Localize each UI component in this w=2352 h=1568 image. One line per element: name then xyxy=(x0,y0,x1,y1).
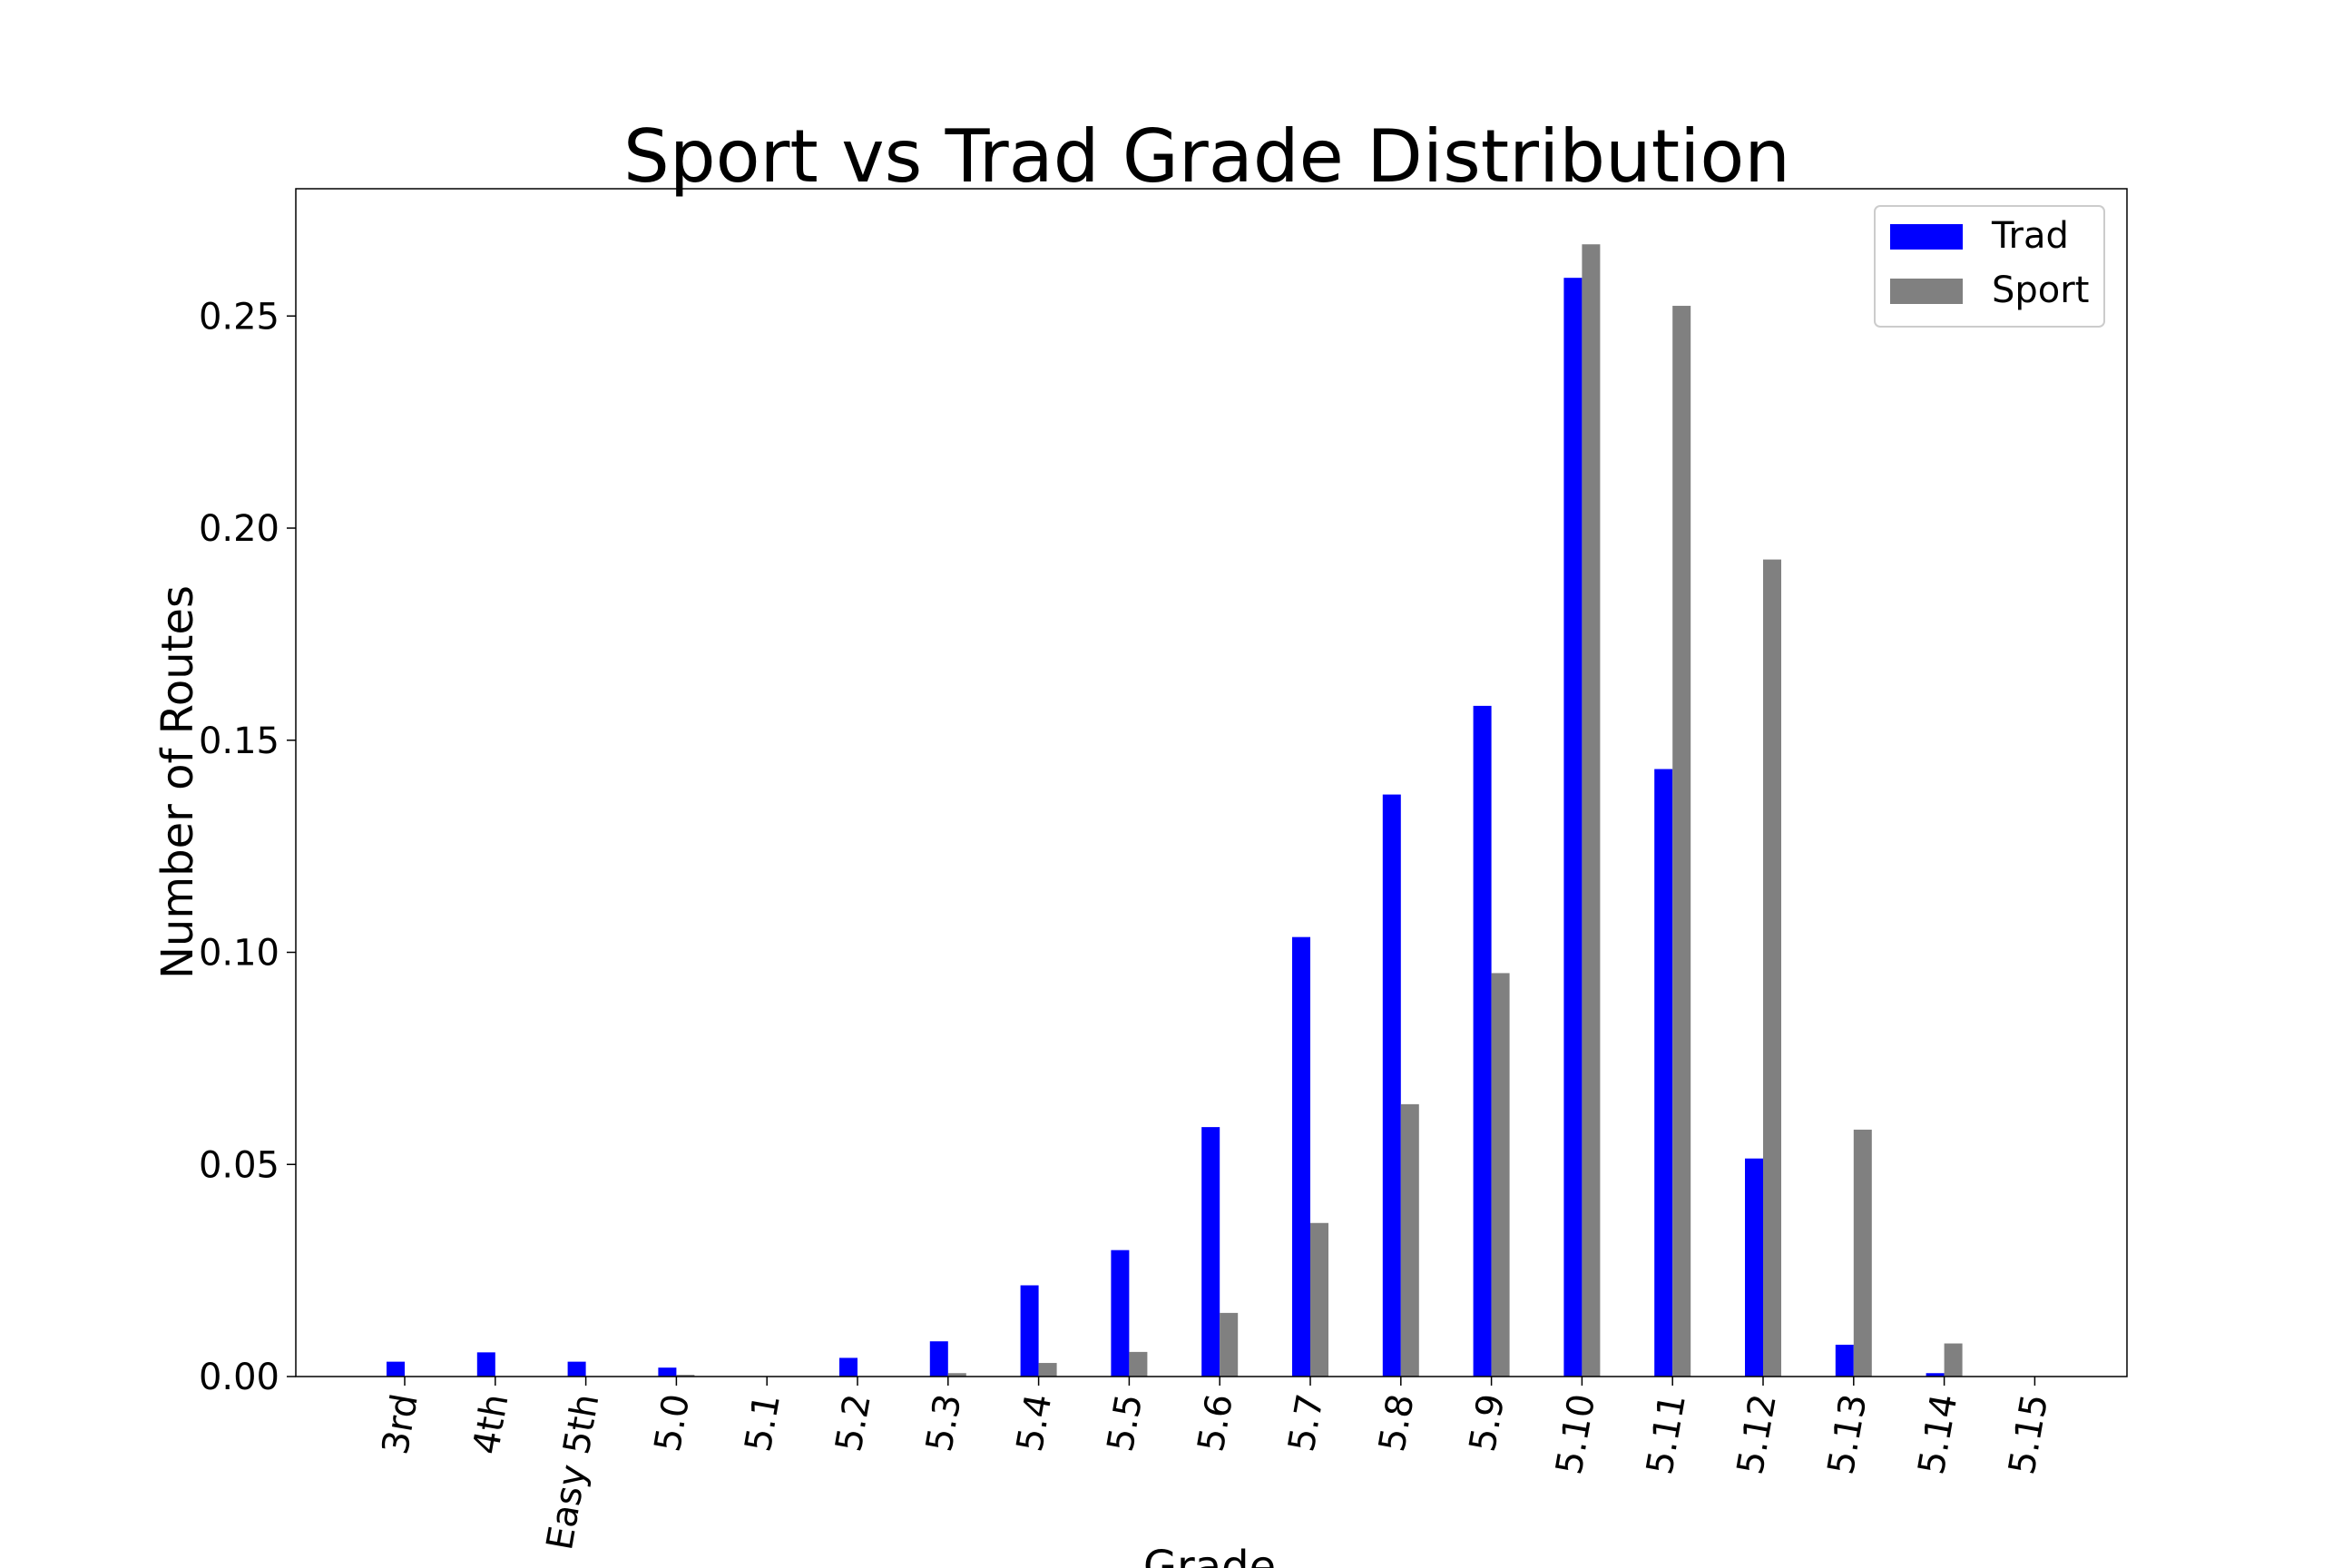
x-tick-label: 5.12 xyxy=(1730,1391,1785,1478)
bar-trad-5-12 xyxy=(1745,1158,1763,1377)
bar-sport-5-12 xyxy=(1763,559,1781,1377)
x-tick-label: 5.11 xyxy=(1639,1391,1694,1478)
x-tick-label: 5.9 xyxy=(1462,1391,1513,1455)
legend-swatch-sport xyxy=(1890,279,1963,304)
y-tick-label: 0.05 xyxy=(199,1144,279,1186)
legend: Trad Sport xyxy=(1874,205,2105,328)
bar-sport-5-9 xyxy=(1491,973,1510,1377)
x-tick-label: 5.14 xyxy=(1911,1391,1966,1478)
legend-swatch-trad xyxy=(1890,224,1963,250)
bar-sport-5-5 xyxy=(1129,1351,1148,1377)
x-tick-label: 5.6 xyxy=(1191,1391,1241,1455)
x-tick-label: 5.3 xyxy=(918,1391,969,1455)
x-tick-label: 5.0 xyxy=(647,1391,698,1455)
bar-sport-5-0 xyxy=(676,1375,695,1377)
bar-sport-5-13 xyxy=(1853,1129,1872,1377)
bar-trad-4th xyxy=(476,1352,495,1377)
y-tick-label: 0.25 xyxy=(199,296,279,338)
bar-trad-5-2 xyxy=(839,1357,858,1377)
bar-sport-5-6 xyxy=(1220,1312,1239,1377)
x-tick-label: 5.4 xyxy=(1009,1391,1060,1455)
bar-trad-5-11 xyxy=(1654,769,1673,1377)
legend-label-trad: Trad xyxy=(1991,215,2069,257)
bar-sport-5-11 xyxy=(1672,306,1691,1377)
bar-trad-3rd xyxy=(387,1361,405,1377)
x-tick-label: 3rd xyxy=(375,1391,426,1458)
x-tick-label: 5.8 xyxy=(1371,1391,1422,1455)
x-axis-label: Grade xyxy=(1143,1542,1276,1568)
bar-trad-5-10 xyxy=(1563,278,1583,1377)
y-tick-label: 0.00 xyxy=(199,1357,279,1398)
bar-trad-5-9 xyxy=(1473,705,1492,1377)
bar-trad-5-4 xyxy=(1020,1285,1039,1377)
bar-trad-5-13 xyxy=(1835,1344,1854,1377)
bar-sport-5-8 xyxy=(1400,1103,1419,1377)
x-tick-label: 5.15 xyxy=(2001,1391,2056,1478)
bar-trad-5-0 xyxy=(658,1367,677,1377)
x-tick-label: 5.2 xyxy=(828,1391,878,1455)
bar-sport-5-10 xyxy=(1582,244,1601,1377)
bar-sport-5-7 xyxy=(1310,1222,1328,1377)
y-tick-label: 0.15 xyxy=(199,720,279,762)
y-axis: 0.00 0.05 0.10 0.15 0.20 0.25 xyxy=(199,296,296,1398)
x-tick-label: Easy 5th xyxy=(539,1391,607,1553)
x-tick-label: 5.5 xyxy=(1100,1391,1151,1455)
y-tick-label: 0.20 xyxy=(199,508,279,550)
x-tick-label: 5.10 xyxy=(1548,1391,1603,1478)
x-tick-label: 4th xyxy=(466,1391,517,1457)
bar-sport-5-3 xyxy=(947,1373,966,1377)
x-tick-label: 5.7 xyxy=(1280,1391,1331,1455)
bar-sport-5-4 xyxy=(1038,1363,1057,1377)
bar-sport-5-14 xyxy=(1944,1343,1963,1377)
bar-trad-5-8 xyxy=(1382,794,1401,1377)
bar-trad-5-5 xyxy=(1111,1250,1130,1377)
bar-trad-5-3 xyxy=(929,1341,948,1377)
legend-label-sport: Sport xyxy=(1992,270,2089,311)
x-axis: 3rd 4th Easy 5th 5.0 5.1 5.2 5.3 5.4 5.5 5.6 5.7 5.… xyxy=(375,1377,2056,1553)
chart-title: Sport vs Trad Grade Distribution xyxy=(623,114,1790,199)
y-axis-label: Number of Routes xyxy=(152,585,203,979)
bar-trad-5-14 xyxy=(1926,1373,1945,1377)
axes-frame xyxy=(295,188,2128,1377)
x-tick-label: 5.13 xyxy=(1820,1391,1876,1478)
bar-trad-5-6 xyxy=(1201,1127,1220,1377)
x-tick-label: 5.1 xyxy=(738,1391,789,1455)
bar-trad-5-7 xyxy=(1292,936,1310,1377)
bar-trad-easy-5th xyxy=(567,1361,586,1377)
y-tick-label: 0.10 xyxy=(199,933,279,975)
plot-area xyxy=(387,244,1963,1377)
